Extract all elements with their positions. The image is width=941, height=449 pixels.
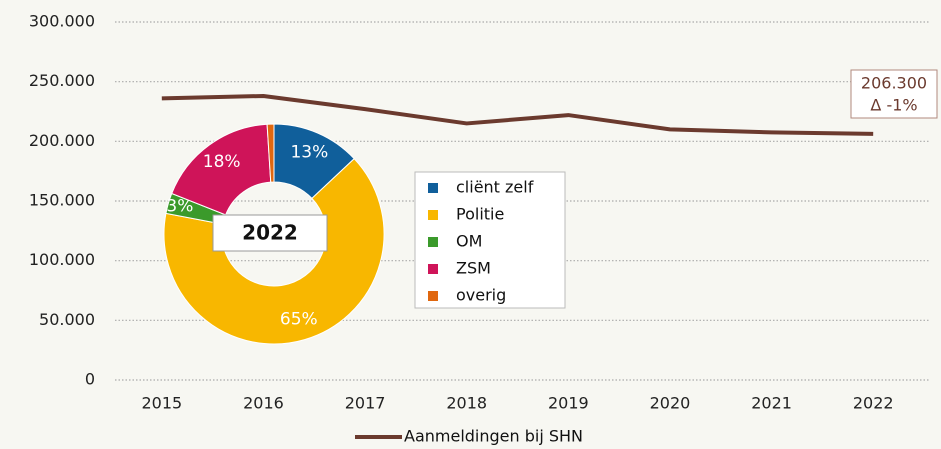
x-tick-label: 2019 <box>548 394 589 413</box>
center-box <box>212 214 328 252</box>
line <box>161 93 874 136</box>
legend-box <box>414 171 566 309</box>
y-tick-label: 0 <box>85 370 95 389</box>
annotation-box <box>850 69 938 119</box>
legend-swatch <box>428 291 438 301</box>
legend-label: overig <box>456 286 506 305</box>
x-tick-label: 2016 <box>243 394 284 413</box>
legend-swatch <box>428 210 438 220</box>
y-tick-label: 100.000 <box>29 250 95 269</box>
y-tick-label: 250.000 <box>29 71 95 90</box>
x-tick-label: 2021 <box>751 394 792 413</box>
legend-swatch <box>428 237 438 247</box>
legend-label: OM <box>456 232 482 251</box>
donut-title: 2022 <box>242 221 298 245</box>
legend-swatch <box>428 264 438 274</box>
donut-segment <box>266 123 275 183</box>
x-tick-label: 2017 <box>345 394 386 413</box>
value-label: 3% <box>166 197 193 217</box>
donut-segment <box>171 123 272 216</box>
x-tick-label: 2020 <box>650 394 691 413</box>
value-label: 65% <box>280 309 318 329</box>
legend-label: Politie <box>456 205 504 224</box>
legend-swatch <box>428 183 438 193</box>
legend-label: Aanmeldingen bij SHN <box>404 427 583 446</box>
value-label: 206.300 <box>861 74 927 93</box>
value-label: 13% <box>290 142 328 162</box>
x-tick-label: 2015 <box>141 394 182 413</box>
x-tick-label: 2022 <box>853 394 894 413</box>
y-tick-label: 200.000 <box>29 131 95 150</box>
legend-label: cliënt zelf <box>456 178 534 197</box>
y-tick-label: 300.000 <box>29 12 95 31</box>
x-tick-label: 2018 <box>446 394 487 413</box>
annotation: Δ -1% <box>870 96 917 115</box>
value-label: 18% <box>203 152 241 172</box>
y-tick-label: 50.000 <box>39 310 95 329</box>
donut-segment <box>163 157 385 345</box>
legend-label: ZSM <box>456 259 491 278</box>
y-tick-label: 150.000 <box>29 191 95 210</box>
